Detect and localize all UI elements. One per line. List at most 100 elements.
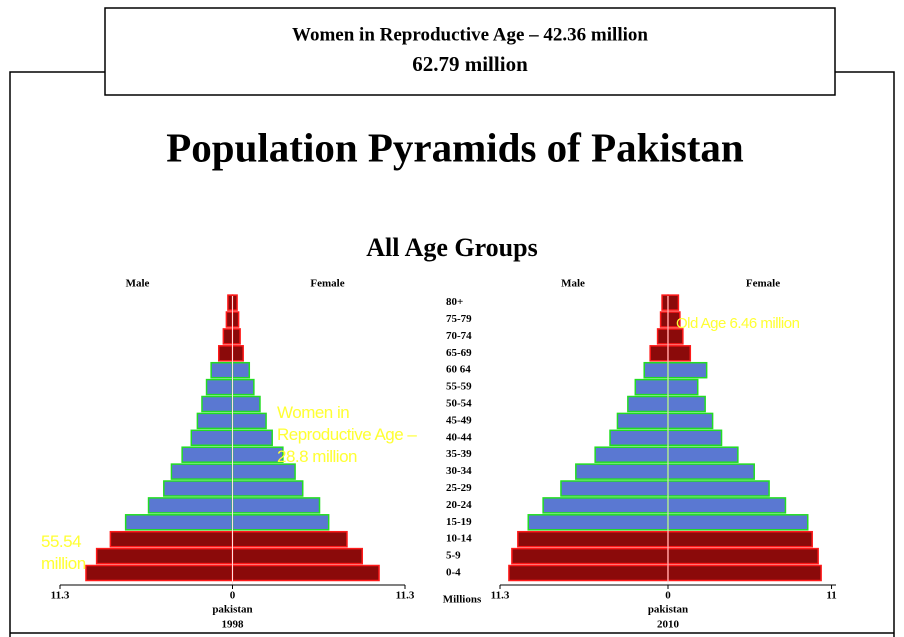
bar (231, 345, 244, 362)
bar (181, 446, 234, 463)
age-label: 45-49 (446, 414, 472, 426)
bar (560, 480, 669, 497)
bar (609, 429, 669, 447)
bar (667, 446, 739, 463)
bar (667, 530, 813, 548)
legend-label: Female (746, 278, 780, 290)
bar (231, 497, 321, 514)
bar (231, 395, 261, 413)
legend-label: Female (310, 278, 344, 290)
x-tick-label: 11.3 (51, 590, 70, 602)
age-label: 40-44 (446, 431, 472, 443)
bar (163, 480, 234, 497)
bar (231, 480, 304, 497)
bar (659, 311, 669, 328)
bar (667, 497, 787, 514)
bar (222, 328, 234, 345)
bar (231, 429, 273, 447)
bar (667, 429, 723, 447)
bar (124, 514, 234, 531)
bar (643, 361, 669, 379)
age-label: 5-9 (446, 550, 461, 562)
x-tick-label: 11 (826, 590, 836, 602)
bar (517, 530, 669, 548)
bar (667, 345, 692, 362)
age-label: 15-19 (446, 516, 472, 528)
bar (231, 328, 241, 345)
bar (147, 497, 234, 514)
bar (231, 446, 284, 463)
annotation: Old Age 6.46 million (676, 315, 800, 332)
bar (170, 463, 234, 480)
x-axis-label: pakistan (648, 604, 688, 616)
x-tick-label: 0 (665, 590, 671, 602)
bar (231, 530, 348, 548)
year-label: 1998 (222, 619, 245, 631)
age-label: 50-54 (446, 398, 472, 410)
bar (231, 294, 238, 311)
bar (196, 412, 234, 430)
bar (667, 547, 819, 565)
x-axis-label: pakistan (212, 604, 252, 616)
bar (667, 361, 708, 379)
bar (634, 378, 669, 396)
age-label: 60 64 (446, 364, 471, 376)
age-label: 80+ (446, 296, 463, 308)
age-label: 70-74 (446, 330, 472, 342)
bar (231, 361, 251, 379)
bar (667, 395, 706, 413)
legend-label: Male (126, 278, 150, 290)
header-line: 62.79 million (412, 52, 528, 76)
bar (667, 564, 822, 582)
header-box (104, 7, 836, 96)
age-label: 0-4 (446, 567, 461, 579)
bar (231, 564, 380, 582)
bar (542, 497, 669, 514)
bar (231, 311, 240, 328)
bar (594, 446, 669, 463)
bar (656, 328, 669, 345)
x-tick-label: 0 (230, 590, 236, 602)
year-label: 2010 (657, 619, 680, 631)
legend-label: Male (561, 278, 585, 290)
unit-label: Millions (443, 594, 482, 606)
age-label: 75-79 (446, 313, 472, 325)
bar (225, 311, 234, 328)
title: Population Pyramids of Pakistan (166, 124, 744, 170)
bar (190, 429, 234, 447)
x-tick-label: 11.3 (491, 590, 510, 602)
age-label: 25-29 (446, 482, 472, 494)
bar (210, 361, 234, 379)
annotation: Women in Reproductive Age – 28.8 million (277, 403, 417, 466)
bar (667, 514, 809, 531)
bar (616, 412, 669, 430)
subtitle: All Age Groups (366, 233, 537, 262)
bar (575, 463, 669, 480)
bar (201, 395, 234, 413)
bar (649, 345, 669, 362)
age-label: 35-39 (446, 448, 472, 460)
bar (527, 514, 669, 531)
age-label: 55-59 (446, 381, 472, 393)
bar (667, 412, 714, 430)
age-label: 10-14 (446, 533, 472, 545)
bar (667, 294, 680, 311)
age-label: 65-69 (446, 347, 472, 359)
bar (231, 514, 330, 531)
bar (109, 530, 234, 548)
frame (835, 71, 895, 637)
bar (231, 412, 267, 430)
bar (508, 564, 669, 582)
bar (667, 480, 770, 497)
age-label: 20-24 (446, 499, 472, 511)
x-tick-label: 11.3 (396, 590, 415, 602)
annotation: 55.54 million (41, 532, 86, 573)
bar (218, 345, 234, 362)
age-label: 30-34 (446, 465, 472, 477)
bar (511, 547, 669, 565)
bar (231, 378, 255, 396)
bar (627, 395, 669, 413)
bar (231, 547, 364, 565)
